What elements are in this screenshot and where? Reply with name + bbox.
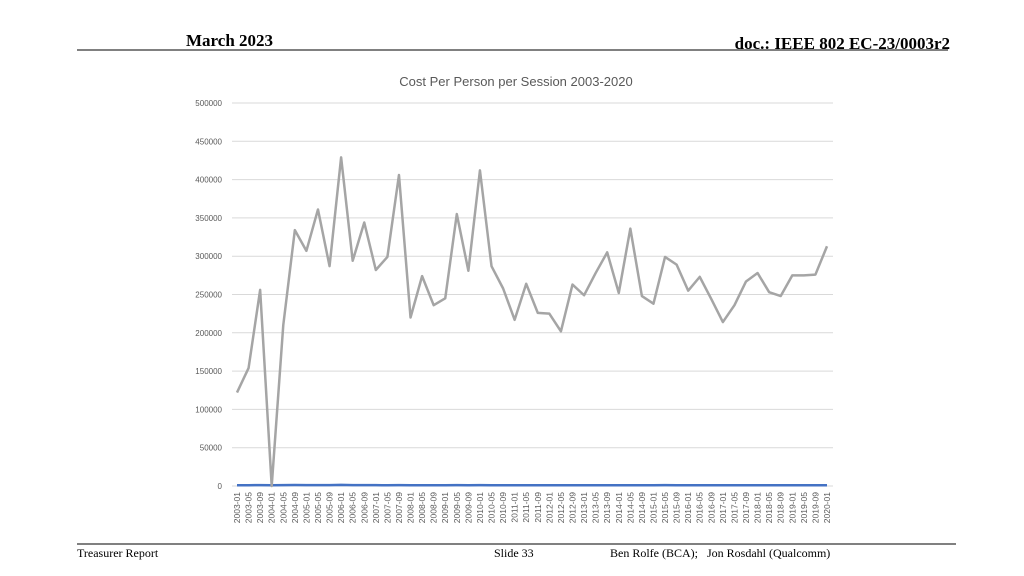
- x-tick-label: 2011-09: [533, 492, 543, 523]
- x-tick-label: 2018-05: [764, 492, 774, 523]
- x-tick-label: 2007-09: [394, 492, 404, 523]
- footer-left: Treasurer Report: [77, 546, 159, 560]
- header-doc: doc.: IEEE 802 EC-23/0003r2: [735, 34, 950, 53]
- x-tick-label: 2003-09: [255, 492, 265, 523]
- x-tick-label: 2005-01: [301, 492, 311, 523]
- x-tick-label: 2013-05: [591, 492, 601, 523]
- x-tick-label: 2017-01: [718, 492, 728, 523]
- footer-right: Ben Rolfe (BCA); Jon Rosdahl (Qualcomm): [610, 546, 830, 560]
- x-tick-label: 2012-09: [567, 492, 577, 523]
- x-tick-label: 2014-09: [637, 492, 647, 523]
- line-series: [235, 156, 829, 488]
- x-tick-label: 2011-05: [521, 492, 531, 523]
- x-tick-label: 2009-09: [463, 492, 473, 523]
- x-tick-label: 2018-09: [776, 492, 786, 523]
- x-tick-label: 2017-09: [741, 492, 751, 523]
- x-tick-label: 2004-01: [267, 492, 277, 523]
- x-tick-label: 2009-01: [440, 492, 450, 523]
- y-tick-label: 100000: [195, 405, 222, 414]
- x-tick-label: 2020-01: [822, 492, 832, 523]
- y-tick-label: 0: [218, 482, 223, 491]
- x-tick-label: 2005-05: [313, 492, 323, 523]
- x-tick-label: 2016-05: [695, 492, 705, 523]
- y-tick-label: 350000: [195, 214, 222, 223]
- header-date: March 2023: [186, 31, 273, 50]
- x-tick-label: 2019-05: [799, 492, 809, 523]
- y-tick-label: 450000: [195, 137, 222, 146]
- x-tick-label: 2012-01: [544, 492, 554, 523]
- footer-center: Slide 33: [494, 546, 534, 560]
- x-tick-label: 2019-09: [810, 492, 820, 523]
- x-tick-label: 2007-05: [382, 492, 392, 523]
- y-tick-label: 150000: [195, 367, 222, 376]
- x-tick-label: 2015-01: [648, 492, 658, 523]
- y-tick-label: 50000: [200, 444, 223, 453]
- x-tick-label: 2004-09: [290, 492, 300, 523]
- x-tick-label: 2015-05: [660, 492, 670, 523]
- x-tick-label: 2014-05: [625, 492, 635, 523]
- x-tick-label: 2003-01: [232, 492, 242, 523]
- y-tick-label: 200000: [195, 329, 222, 338]
- x-tick-label: 2006-01: [336, 492, 346, 523]
- x-tick-label: 2016-09: [706, 492, 716, 523]
- x-tick-label: 2005-09: [325, 492, 335, 523]
- y-tick-label: 300000: [195, 252, 222, 261]
- x-tick-label: 2007-01: [371, 492, 381, 523]
- x-tick-label: 2006-09: [359, 492, 369, 523]
- x-tick-label: 2008-09: [429, 492, 439, 523]
- chart-title: Cost Per Person per Session 2003-2020: [399, 74, 632, 89]
- x-tick-label: 2009-05: [452, 492, 462, 523]
- x-tick-label: 2006-05: [348, 492, 358, 523]
- x-tick-label: 2014-01: [614, 492, 624, 523]
- x-tick-label: 2010-01: [475, 492, 485, 523]
- x-tick-label: 2008-05: [417, 492, 427, 523]
- x-tick-label: 2018-01: [753, 492, 763, 523]
- x-tick-label: 2010-05: [487, 492, 497, 523]
- x-tick-label: 2003-05: [244, 492, 254, 523]
- x-tick-label: 2017-05: [729, 492, 739, 523]
- x-tick-label: 2012-05: [556, 492, 566, 523]
- x-tick-label: 2010-09: [498, 492, 508, 523]
- y-tick-label: 250000: [195, 291, 222, 300]
- x-tick-label: 2008-01: [406, 492, 416, 523]
- x-tick-label: 2019-01: [787, 492, 797, 523]
- x-tick-label: 2013-01: [579, 492, 589, 523]
- x-tick-label: 2013-09: [602, 492, 612, 523]
- x-tick-label: 2011-01: [510, 492, 520, 523]
- x-tick-label: 2004-05: [278, 492, 288, 523]
- x-tick-label: 2015-09: [672, 492, 682, 523]
- y-tick-label: 500000: [195, 99, 222, 108]
- y-tick-label: 400000: [195, 176, 222, 185]
- x-tick-label: 2016-01: [683, 492, 693, 523]
